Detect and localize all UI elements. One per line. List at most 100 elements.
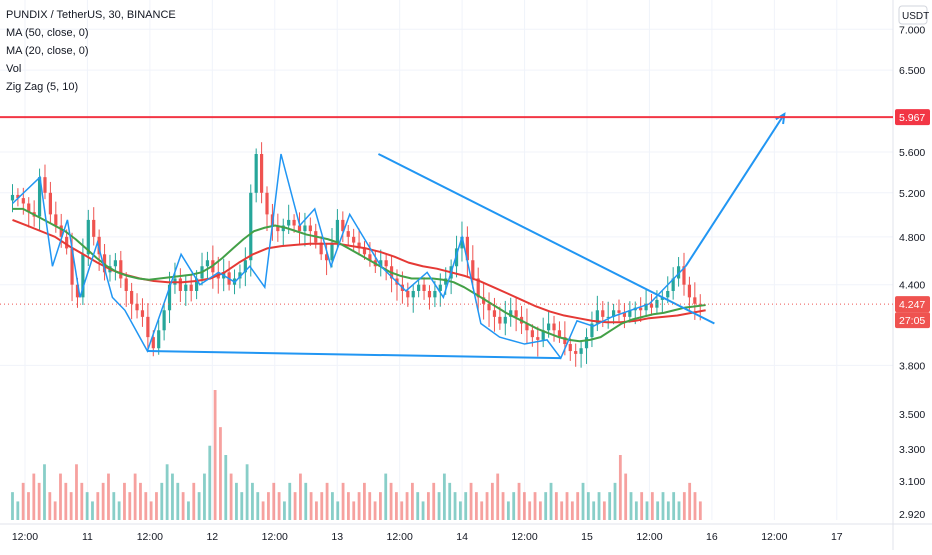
candle-body [178, 278, 182, 291]
volume-bar [522, 492, 526, 520]
time-tick-label: 12:00 [262, 531, 288, 543]
volume-bar [245, 464, 249, 520]
volume-axis-tick-label: 3.300 [899, 444, 925, 456]
candle-body [308, 225, 312, 232]
price-tick-label: 4.800 [899, 232, 925, 244]
indicator-zigzag-label[interactable]: Zig Zag (5, 10) [6, 81, 79, 93]
volume-bar [400, 501, 404, 520]
time-tick-label: 12:00 [636, 531, 662, 543]
volume-bar [331, 492, 334, 520]
candle-body [460, 236, 464, 249]
volume-bar [304, 482, 308, 520]
volume-bar [379, 492, 382, 520]
candle-body [628, 310, 632, 317]
volume-axis-tick-label: 2.920 [899, 509, 925, 521]
resistance-price-label-bg [895, 109, 930, 126]
volume-bar [544, 492, 548, 520]
candle-body [287, 219, 291, 226]
projection-arrow-line [684, 113, 786, 267]
volume-bar [554, 492, 558, 520]
candle-body [324, 254, 329, 261]
time-tick-label: 12:00 [137, 531, 163, 543]
candle-body [687, 284, 692, 298]
volume-bar [512, 492, 516, 520]
volume-bar [16, 501, 20, 520]
volume-bar [416, 492, 420, 520]
candle-body [281, 225, 285, 232]
indicator-ma20-label[interactable]: MA (20, close, 0) [6, 45, 89, 57]
candle-body [297, 225, 302, 232]
time-tick-label: 12:00 [761, 531, 787, 543]
candle-body [622, 312, 627, 317]
volume-bar [538, 501, 542, 520]
candle-body [509, 310, 513, 317]
volume-bar [490, 482, 494, 520]
time-tick-label: 15 [581, 531, 593, 543]
volume-bar [688, 482, 692, 520]
candle-body [644, 303, 648, 311]
candle-body [584, 337, 589, 349]
candle-body [130, 290, 134, 304]
candle-body [184, 284, 188, 291]
candle-body [574, 351, 578, 354]
candle-body [162, 310, 166, 331]
price-tick-label: 5.200 [899, 188, 925, 200]
volume-bar [410, 482, 414, 520]
volume-bar [469, 482, 473, 520]
candle-body [65, 236, 69, 249]
candle-body [649, 303, 654, 308]
volume-bar [288, 482, 292, 520]
candle-body [595, 310, 599, 324]
price-tick-label: 7.000 [899, 24, 925, 36]
candle-body [43, 177, 47, 193]
volume-bar [80, 482, 84, 520]
volume-bar [602, 501, 606, 520]
volume-bar [75, 464, 78, 520]
candle-body [503, 316, 507, 324]
volume-bar [112, 492, 116, 520]
volume-bar [496, 473, 500, 520]
volume-bar [629, 492, 633, 520]
volume-bar [69, 492, 73, 520]
volume-bar [101, 482, 105, 520]
volume-bar [192, 482, 196, 520]
volume-bar [107, 473, 110, 520]
candle-body [541, 330, 545, 340]
volume-bar [560, 501, 564, 520]
volume-bar [565, 492, 569, 520]
candle-body [476, 278, 480, 298]
indicator-vol-label[interactable]: Vol [6, 63, 22, 75]
volume-bar [506, 501, 510, 520]
candle-body [639, 307, 643, 311]
volume-bar [128, 492, 132, 520]
candle-body [611, 310, 616, 317]
volume-bar [299, 473, 302, 520]
indicator-ma50-label[interactable]: MA (50, close, 0) [6, 27, 89, 39]
countdown-bg [895, 312, 930, 329]
volume-bar [608, 492, 612, 520]
volume-bar [11, 492, 14, 520]
candle-body [81, 254, 85, 298]
candle-body [676, 266, 681, 279]
volume-bar [666, 501, 670, 520]
volume-bar [336, 501, 340, 520]
volume-bar [682, 492, 686, 520]
volume-bar [464, 492, 468, 520]
candle-body [276, 225, 280, 232]
candle-body [590, 323, 594, 338]
volume-bar [389, 482, 393, 520]
volume-bar [149, 501, 153, 520]
volume-bar [21, 482, 25, 520]
volume-bar [458, 501, 462, 520]
volume-axis-tick-label: 3.100 [899, 476, 925, 488]
volume-bar [363, 482, 366, 520]
volume-bar [325, 482, 329, 520]
volume-bar [597, 492, 601, 520]
volume-bar [677, 501, 681, 520]
volume-bar [640, 492, 644, 520]
volume-bar [160, 482, 164, 520]
candle-body [135, 303, 139, 311]
volume-bar [171, 473, 174, 520]
